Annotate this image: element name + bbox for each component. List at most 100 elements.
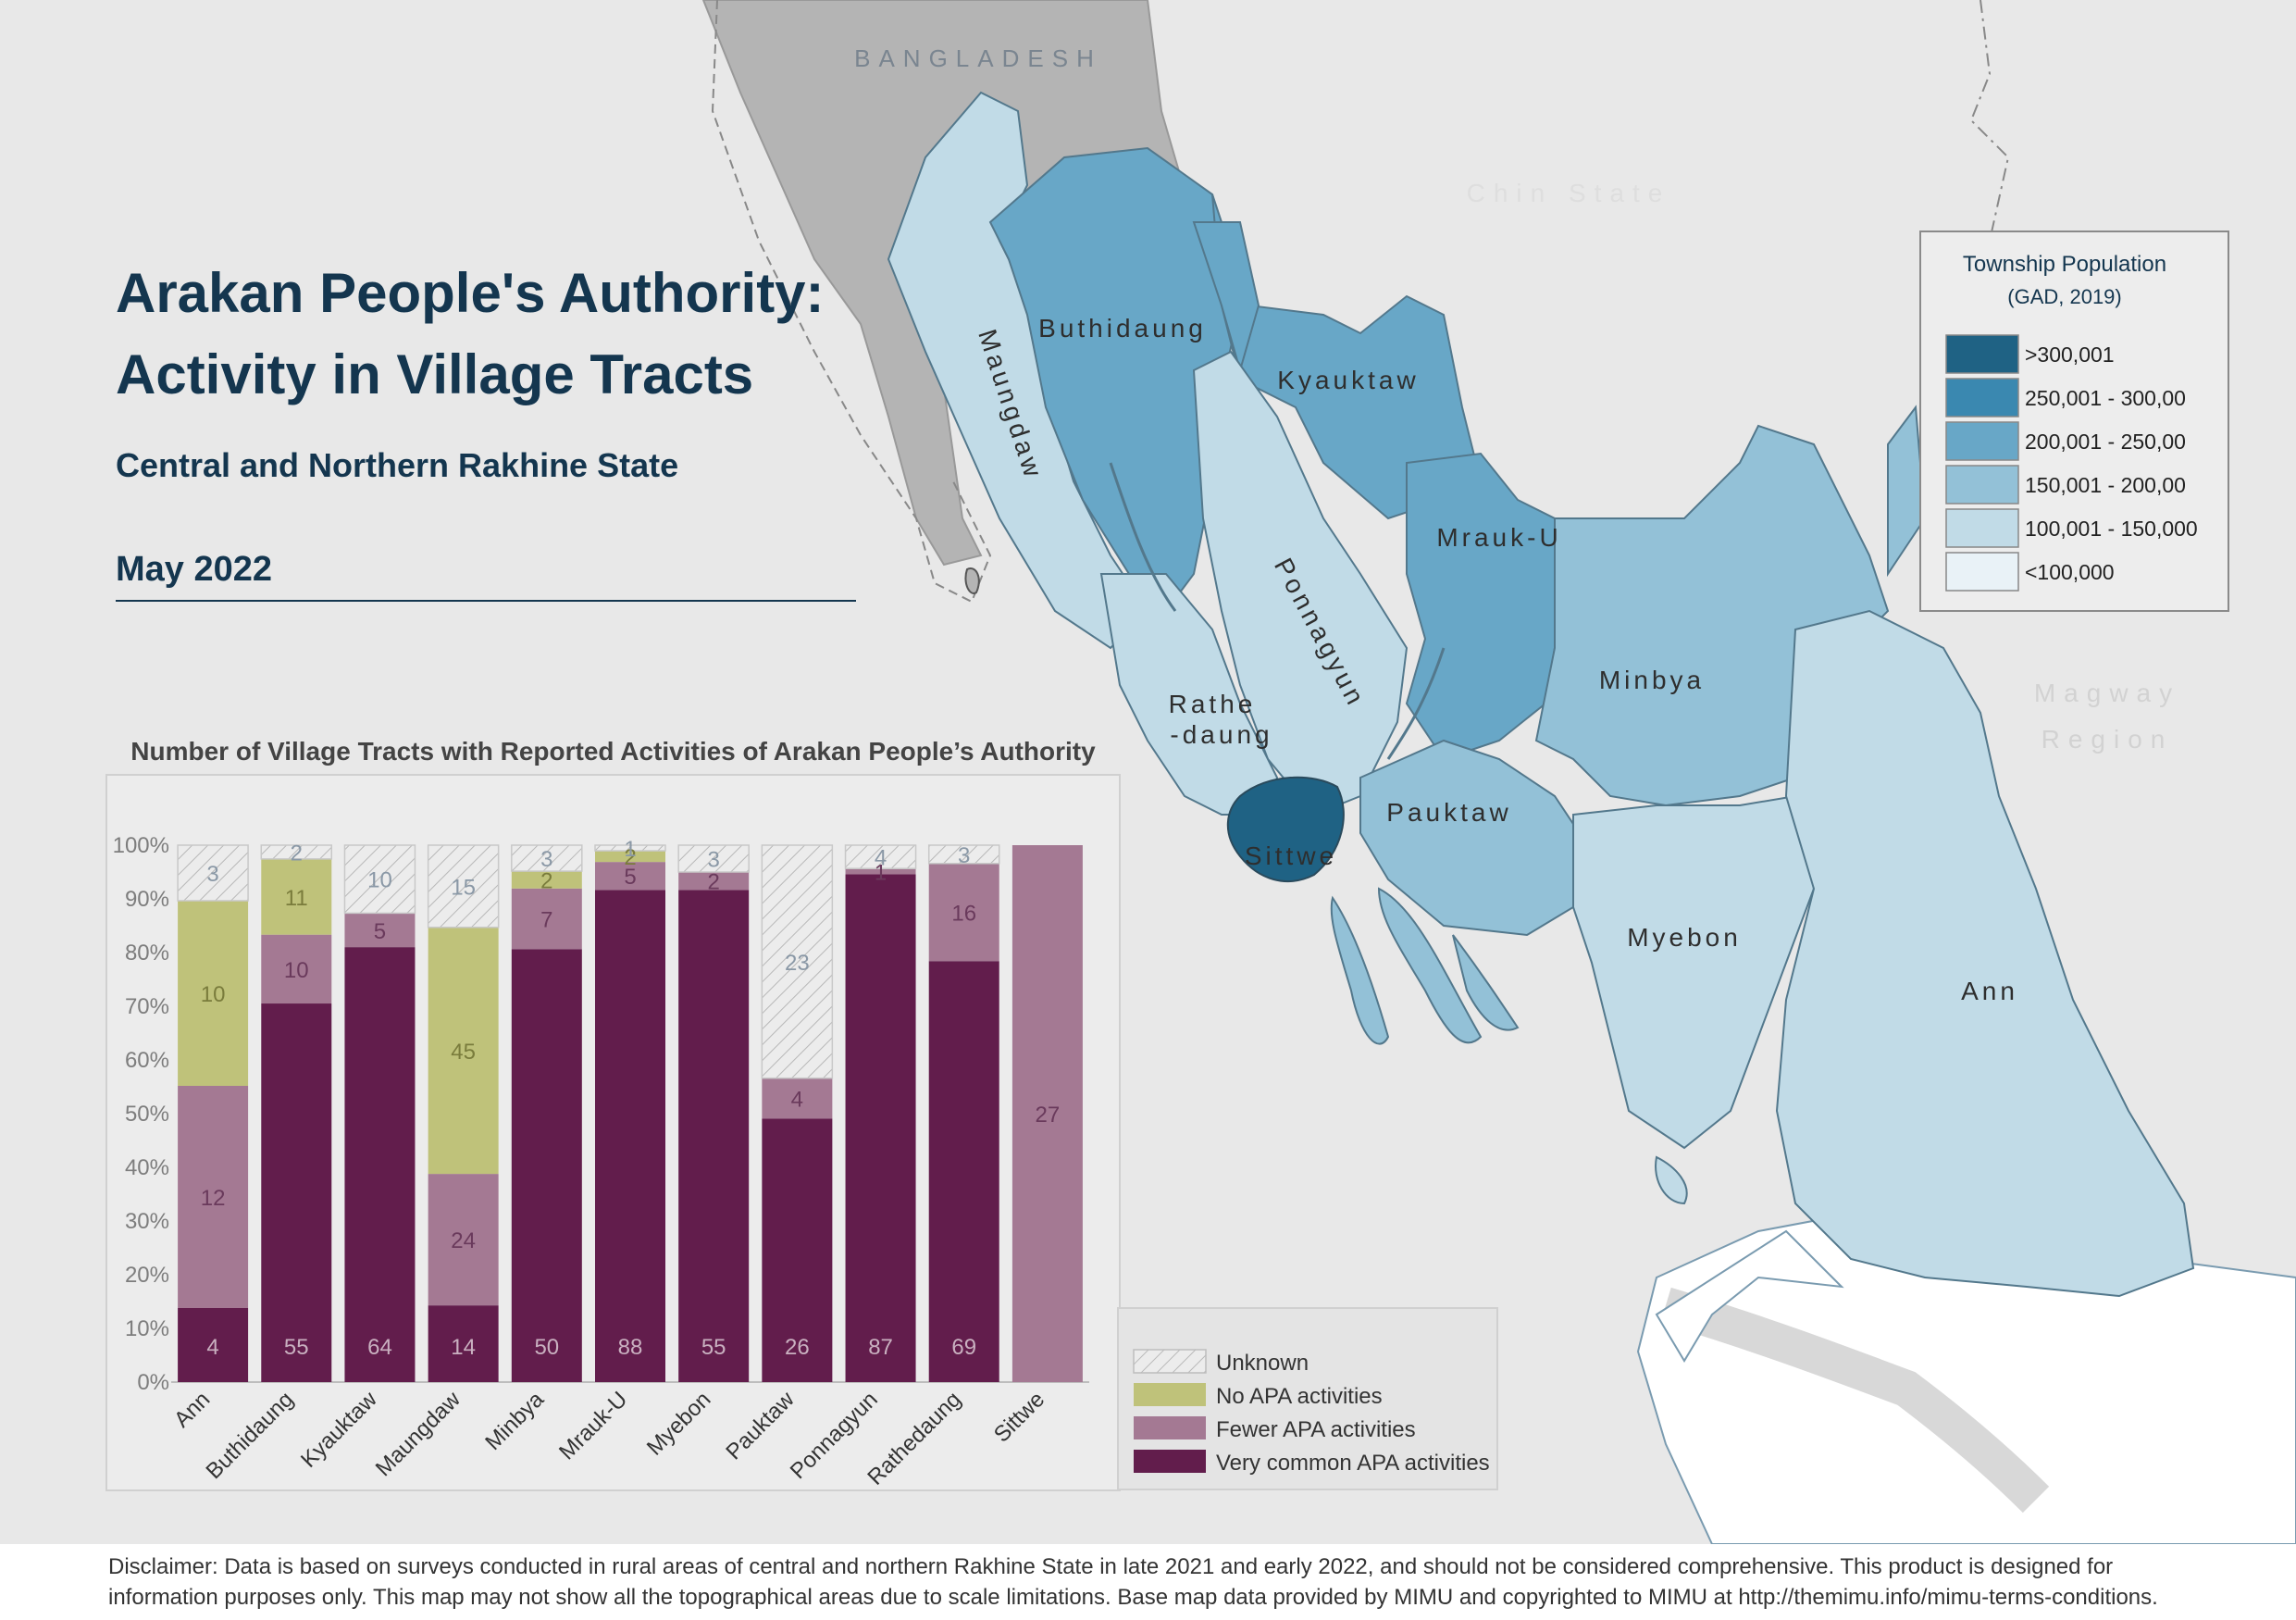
- data-label: 12: [201, 1186, 226, 1211]
- bar-kyauktaw-very-common-apa-activities: [344, 947, 416, 1382]
- legend-label-5: <100,000: [2025, 560, 2115, 584]
- data-label: 55: [701, 1335, 726, 1360]
- data-label: 3: [708, 848, 720, 873]
- island-1: [1330, 895, 1390, 1045]
- legend-swatch-3: [1945, 465, 2019, 505]
- legend-label-4: 100,001 - 150,000: [2025, 517, 2198, 541]
- bar-pauktaw-very-common-apa-activities: [762, 1118, 833, 1382]
- disclaimer-bar: Disclaimer: Data is based on surveys con…: [0, 1544, 2296, 1620]
- township-sittwe: [1226, 776, 1345, 883]
- bar-myebon-fewer-apa-activities: [678, 872, 750, 891]
- data-label: 4: [791, 1088, 803, 1113]
- data-label: 15: [451, 875, 476, 900]
- river-kaladan: [1386, 647, 1446, 760]
- bar-ponnagyun-fewer-apa-activities: [845, 868, 916, 875]
- bar-mrauk-u-very-common-apa-activities: [595, 890, 665, 1382]
- data-label: 10: [367, 868, 392, 893]
- bar-ponnagyun-very-common-apa-activities: [845, 874, 916, 1382]
- bar-sittwe-fewer-apa-activities: [1011, 845, 1083, 1382]
- bar-rathedaung-fewer-apa-activities: [928, 863, 999, 962]
- map-subtitle: Central and Northern Rakhine State: [116, 446, 679, 484]
- island-3: [1452, 934, 1520, 1031]
- data-label: 4: [206, 1335, 218, 1360]
- y-tick-label: 70%: [125, 994, 169, 1019]
- bar-myebon-very-common-apa-activities: [678, 890, 750, 1382]
- y-tick-label: 30%: [125, 1209, 169, 1234]
- bar-ponnagyun-unknown: [844, 844, 917, 869]
- data-label: 2: [540, 868, 552, 893]
- data-label: 3: [540, 847, 552, 872]
- chart-legend-swatch-unknown: [1133, 1349, 1207, 1374]
- legend-title: Township Population: [1963, 252, 2166, 277]
- label-sittwe: Sittwe: [1245, 841, 1337, 870]
- data-label: 50: [534, 1335, 559, 1360]
- label-minbya: Minbya: [1599, 666, 1705, 694]
- label-rathedaung-2: -daung: [1170, 720, 1272, 749]
- y-tick-label: 60%: [125, 1048, 169, 1073]
- legend-label-3: 150,001 - 200,00: [2025, 473, 2186, 497]
- data-label: 26: [785, 1335, 810, 1360]
- bar-minbya-no-apa-activities: [511, 871, 582, 889]
- map-date: May 2022: [116, 550, 273, 589]
- data-label: 16: [951, 902, 976, 927]
- bangladesh-coast: [711, 0, 992, 604]
- ann-white-coast: [1655, 1229, 1844, 1363]
- bar-ann-fewer-apa-activities: [178, 1086, 249, 1308]
- legend-swatch-1: [1945, 378, 2019, 417]
- data-label: 5: [624, 865, 636, 890]
- bar-minbya-very-common-apa-activities: [511, 949, 582, 1382]
- bar-rathedaung-very-common-apa-activities: [928, 961, 999, 1382]
- chart-area: 0%10%20%30%40%50%60%70%80%90%100% 412103…: [105, 774, 1498, 1491]
- label-magway: Magway: [2034, 679, 2180, 707]
- y-tick-label: 50%: [125, 1102, 169, 1127]
- data-label: 55: [284, 1335, 309, 1360]
- label-ann: Ann: [1961, 977, 2018, 1005]
- data-label: 64: [367, 1335, 392, 1360]
- legend-swatch-4: [1945, 508, 2019, 548]
- bar-maungdaw-no-apa-activities: [428, 927, 499, 1175]
- data-label: 2: [708, 870, 720, 895]
- township-myebon: [1572, 794, 1816, 1150]
- township-buthidaung: [988, 146, 1242, 613]
- data-label: 14: [451, 1335, 476, 1360]
- y-tick-label: 100%: [113, 833, 169, 858]
- township-kyauktaw-north: [1192, 221, 1260, 374]
- bar-buthidaung-very-common-apa-activities: [261, 1003, 332, 1382]
- map-title-line-1: Arakan People's Authority:: [116, 262, 825, 324]
- label-pauktaw: Pauktaw: [1386, 798, 1511, 827]
- bar-maungdaw-fewer-apa-activities: [428, 1174, 499, 1306]
- y-tick-label: 80%: [125, 941, 169, 966]
- population-legend: Township Population (GAD, 2019) >300,001…: [1919, 231, 2229, 612]
- bar-mrauk-u-fewer-apa-activities: [595, 862, 665, 891]
- data-label: 24: [451, 1228, 476, 1253]
- bar-maungdaw-unknown: [427, 844, 500, 928]
- river-mayu: [1109, 462, 1177, 612]
- bar-mrauk-u-no-apa-activities: [595, 851, 665, 863]
- data-label: 2: [291, 841, 303, 866]
- label-mrauk-u: Mrauk-U: [1436, 523, 1561, 552]
- legend-swatch-0: [1945, 334, 2019, 374]
- data-label: 4: [875, 846, 887, 871]
- label-kyauktaw: Kyauktaw: [1277, 366, 1419, 394]
- label-myebon: Myebon: [1627, 923, 1742, 952]
- island-4: [1655, 1155, 1688, 1205]
- bar-buthidaung-unknown: [260, 844, 333, 860]
- title-underline: [116, 600, 856, 602]
- legend-label-2: 200,001 - 250,00: [2025, 430, 2186, 454]
- bar-kyauktaw-unknown: [343, 844, 416, 915]
- chart-legend-label-fewer-apa-activities: Fewer APA activities: [1216, 1417, 1416, 1442]
- legend-swatch-5: [1945, 552, 2019, 592]
- island-5: [964, 567, 980, 594]
- bar-kyauktaw-fewer-apa-activities: [344, 913, 416, 948]
- bar-buthidaung-no-apa-activities: [261, 858, 332, 935]
- data-label: 3: [206, 862, 218, 887]
- data-label: 5: [374, 919, 386, 944]
- legend-label-1: 250,001 - 300,00: [2025, 386, 2186, 410]
- label-region: Region: [2042, 725, 2174, 754]
- disclaimer-text: Disclaimer: Data is based on surveys con…: [108, 1554, 2158, 1610]
- y-tick-label: 10%: [125, 1316, 169, 1341]
- data-label: 1: [875, 860, 887, 885]
- y-tick-label: 40%: [125, 1155, 169, 1180]
- legend-label-0: >300,001: [2025, 343, 2115, 367]
